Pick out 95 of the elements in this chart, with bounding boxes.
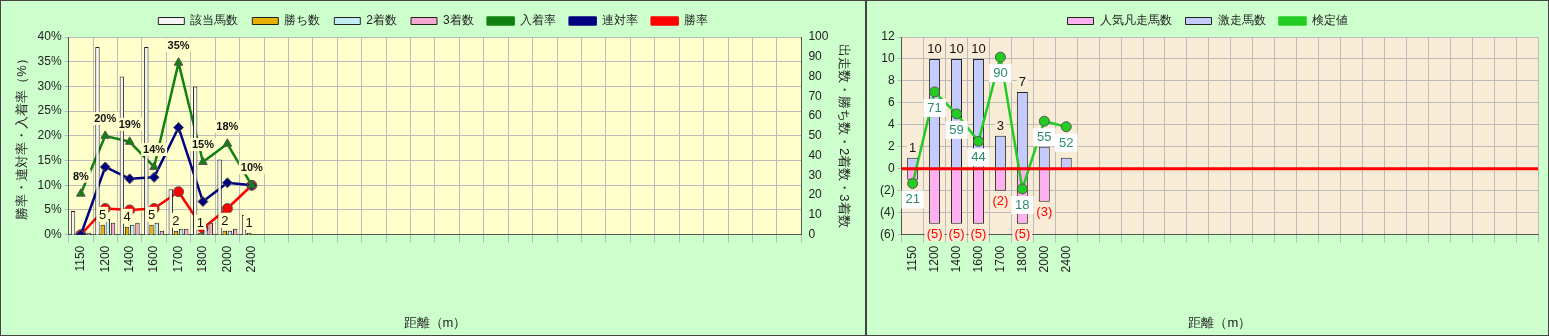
- data-label: 10: [927, 40, 942, 56]
- y-tick-label: (4): [879, 205, 895, 220]
- legend-label: 検定値: [1311, 13, 1348, 28]
- y2-tick-label: 0: [808, 227, 816, 242]
- y2-tick-label: 40: [808, 147, 823, 162]
- data-label: 1: [196, 214, 204, 230]
- data-label: (5): [1014, 225, 1031, 241]
- y2-tick-label: 30: [808, 167, 823, 182]
- data-label: 10: [971, 40, 986, 56]
- y2-tick-label: 70: [808, 88, 823, 103]
- y-tick-label: 5%: [44, 202, 62, 217]
- data-label: (5): [926, 225, 943, 241]
- x-tick-label: 1200: [926, 245, 941, 273]
- data-label: (3): [1036, 203, 1053, 219]
- y-tick-label: 6: [887, 95, 895, 110]
- x-tick-label: 1600: [970, 245, 985, 273]
- x-tick-label: 1700: [170, 245, 185, 273]
- data-label: 44: [971, 149, 986, 165]
- x-axis-title: 距離（m）: [403, 314, 467, 330]
- data-label: 18%: [216, 119, 239, 132]
- data-label: 90: [993, 65, 1008, 81]
- x-tick-label: 1150: [904, 245, 919, 272]
- x-axis-title: 距離（m）: [1188, 314, 1252, 330]
- y-tick-label: 12: [881, 29, 895, 44]
- data-label: 2: [221, 212, 229, 228]
- y-tick-label: 2: [887, 139, 895, 154]
- y2-tick-label: 50: [808, 128, 823, 143]
- legend-label: 人気凡走馬数: [1099, 13, 1172, 28]
- data-label: 52: [1059, 134, 1074, 150]
- legend-label: 激走馬数: [1217, 13, 1266, 28]
- x-tick-label: 1600: [146, 245, 161, 273]
- data-label: 1: [909, 139, 917, 155]
- x-tick-label: 2400: [1058, 245, 1073, 273]
- legend-label: 該当馬数: [190, 13, 239, 28]
- data-label: 2: [172, 212, 180, 228]
- data-label: 15%: [191, 138, 215, 151]
- y2-tick-label: 60: [808, 108, 823, 123]
- y2-tick-label: 90: [808, 49, 823, 64]
- data-label: 5: [147, 206, 156, 222]
- data-label: 14%: [143, 142, 166, 155]
- legend-label: 連対率: [601, 13, 638, 28]
- data-label: (2): [992, 192, 1009, 208]
- y-tick-label: 0: [887, 161, 895, 176]
- data-label: 59: [949, 121, 964, 137]
- data-label: (5): [970, 225, 987, 241]
- y-tick-label: 25%: [37, 103, 62, 118]
- x-tick-label: 1400: [121, 245, 136, 273]
- y-tick-label: (2): [879, 183, 895, 198]
- data-label: 1: [245, 214, 253, 230]
- data-label: 18: [1015, 196, 1030, 212]
- x-tick-label: 2000: [219, 245, 234, 273]
- legend-label: 勝率: [683, 13, 708, 28]
- y-tick-label: 10%: [37, 177, 62, 192]
- legend-label: 勝ち数: [284, 13, 321, 28]
- x-tick-label: 1800: [1014, 245, 1029, 273]
- y-tick-label: 30%: [37, 78, 62, 93]
- y2-tick-label: 80: [808, 68, 823, 83]
- y2-tick-label: 20: [808, 187, 823, 202]
- y2-tick-label: 10: [808, 207, 823, 222]
- y2-axis-title: 出走数・勝ち数・2着数・3着数: [836, 44, 852, 228]
- y-tick-label: 4: [887, 117, 895, 132]
- x-tick-label: 2000: [1036, 245, 1051, 273]
- legend-label: 入着率: [519, 13, 556, 28]
- y-tick-label: (6): [879, 227, 895, 242]
- y-tick-label: 35%: [37, 54, 62, 69]
- y2-tick-label: 100: [808, 29, 829, 44]
- x-tick-label: 1200: [97, 245, 112, 273]
- data-label: 4: [123, 208, 131, 224]
- data-label: 5: [99, 206, 107, 222]
- data-label: 20%: [94, 111, 117, 124]
- x-tick-label: 1800: [195, 245, 210, 273]
- x-tick-label: 1400: [948, 245, 963, 273]
- y-tick-label: 10: [881, 51, 895, 66]
- data-label: 10: [949, 40, 964, 56]
- legend-label: 3着数: [443, 13, 474, 28]
- data-label: 7: [1018, 73, 1026, 89]
- legend-label: 2着数: [366, 13, 398, 28]
- y-tick-label: 0%: [44, 227, 62, 242]
- data-label: 35%: [167, 38, 190, 51]
- data-label: 10%: [240, 161, 264, 174]
- y-tick-label: 8: [887, 73, 895, 88]
- x-tick-label: 1700: [992, 245, 1007, 273]
- data-label: 71: [927, 99, 942, 115]
- data-label: (5): [948, 225, 965, 241]
- y-tick-label: 40%: [37, 29, 62, 44]
- x-tick-label: 1150: [73, 245, 88, 272]
- data-label: 19%: [118, 117, 141, 130]
- data-label: 55: [1037, 129, 1052, 145]
- y-tick-label: 20%: [37, 128, 62, 143]
- x-tick-label: 2400: [244, 245, 259, 273]
- data-label: 3: [996, 117, 1005, 133]
- y-axis-title: 勝率・連対率・入着率（%）: [14, 52, 30, 220]
- data-label: 21: [905, 191, 920, 207]
- y-tick-label: 15%: [37, 152, 62, 167]
- data-label: 8%: [72, 169, 89, 182]
